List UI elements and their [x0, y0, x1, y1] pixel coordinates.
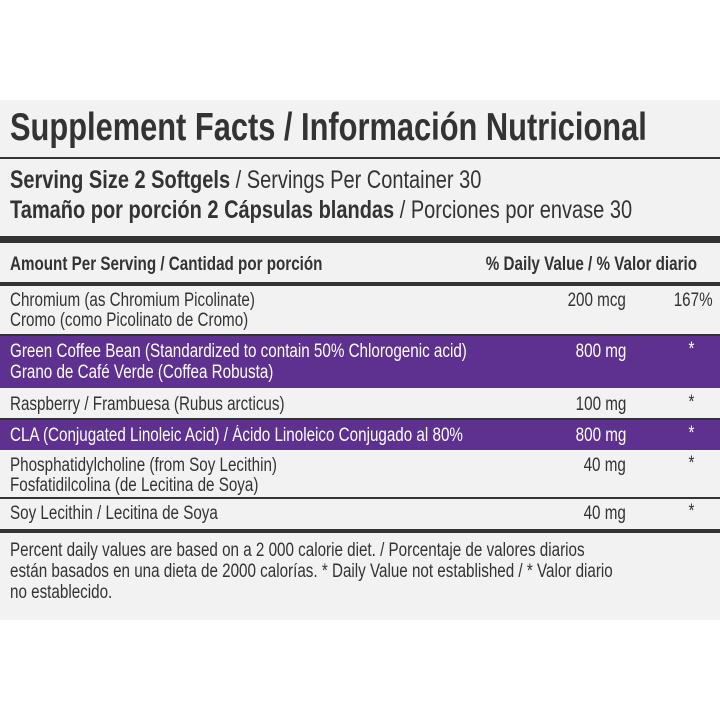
- footnote-line: están basados en una dieta de 2000 calor…: [10, 561, 613, 582]
- table-row-highlight: Green Coffee Bean (Standardized to conta…: [0, 336, 720, 388]
- divider: [0, 497, 720, 499]
- header-amount: Amount Per Serving / Cantidad por porció…: [10, 254, 323, 275]
- table-row-highlight: CLA (Conjugated Linoleic Acid) / Ácido L…: [0, 420, 720, 450]
- ingredient-amount: 40 mg: [583, 455, 626, 476]
- footnote-line: no establecido.: [10, 582, 113, 603]
- ingredient-dv: *: [688, 423, 694, 444]
- ingredient-name: Green Coffee Bean (Standardized to conta…: [10, 341, 467, 362]
- servings-per-container-es: / Porciones por envase 30: [394, 196, 633, 224]
- divider: [0, 418, 720, 420]
- serving-size: Serving Size 2 Softgels: [10, 166, 231, 194]
- ingredient-name-es: Fosfatidilcolina (de Lecitina de Soya): [10, 475, 259, 496]
- divider: [0, 157, 720, 159]
- ingredient-name: Chromium (as Chromium Picolinate): [10, 290, 255, 311]
- serving-line-english: Serving Size 2 Softgels / Servings Per C…: [10, 166, 481, 195]
- ingredient-amount: 200 mcg: [567, 290, 626, 311]
- thick-divider: [0, 236, 720, 243]
- ingredient-name-es: Cromo (como Picolinato de Cromo): [10, 310, 249, 331]
- ingredient-name: Phosphatidylcholine (from Soy Lecithin): [10, 455, 277, 476]
- ingredient-amount: 40 mg: [583, 503, 626, 524]
- ingredient-dv: *: [688, 453, 694, 474]
- ingredient-name-es: Grano de Café Verde (Coffea Robusta): [10, 362, 274, 383]
- ingredient-amount: 800 mg: [575, 425, 626, 446]
- ingredient-dv: *: [688, 339, 694, 360]
- ingredient-amount: 100 mg: [575, 394, 626, 415]
- header-daily-value: % Daily Value / % Valor diario: [485, 254, 697, 275]
- serving-size-es: Tamaño por porción 2 Cápsulas blandas: [10, 196, 395, 224]
- serving-line-spanish: Tamaño por porción 2 Cápsulas blandas / …: [10, 196, 632, 225]
- servings-per-container: / Servings Per Container 30: [230, 166, 482, 194]
- divider: [0, 334, 720, 336]
- thick-divider: [0, 529, 720, 533]
- footnote-line: Percent daily values are based on a 2 00…: [10, 540, 585, 561]
- ingredient-amount: 800 mg: [575, 341, 626, 362]
- ingredient-dv: 167%: [674, 290, 713, 311]
- ingredient-name: CLA (Conjugated Linoleic Acid) / Ácido L…: [10, 425, 463, 446]
- ingredient-name: Soy Lecithin / Lecitina de Soya: [10, 503, 218, 524]
- ingredient-dv: *: [688, 392, 694, 413]
- label-title: Supplement Facts / Información Nutricion…: [10, 106, 647, 149]
- ingredient-dv: *: [688, 501, 694, 522]
- divider: [0, 282, 720, 286]
- ingredient-name: Raspberry / Frambuesa (Rubus arcticus): [10, 394, 285, 415]
